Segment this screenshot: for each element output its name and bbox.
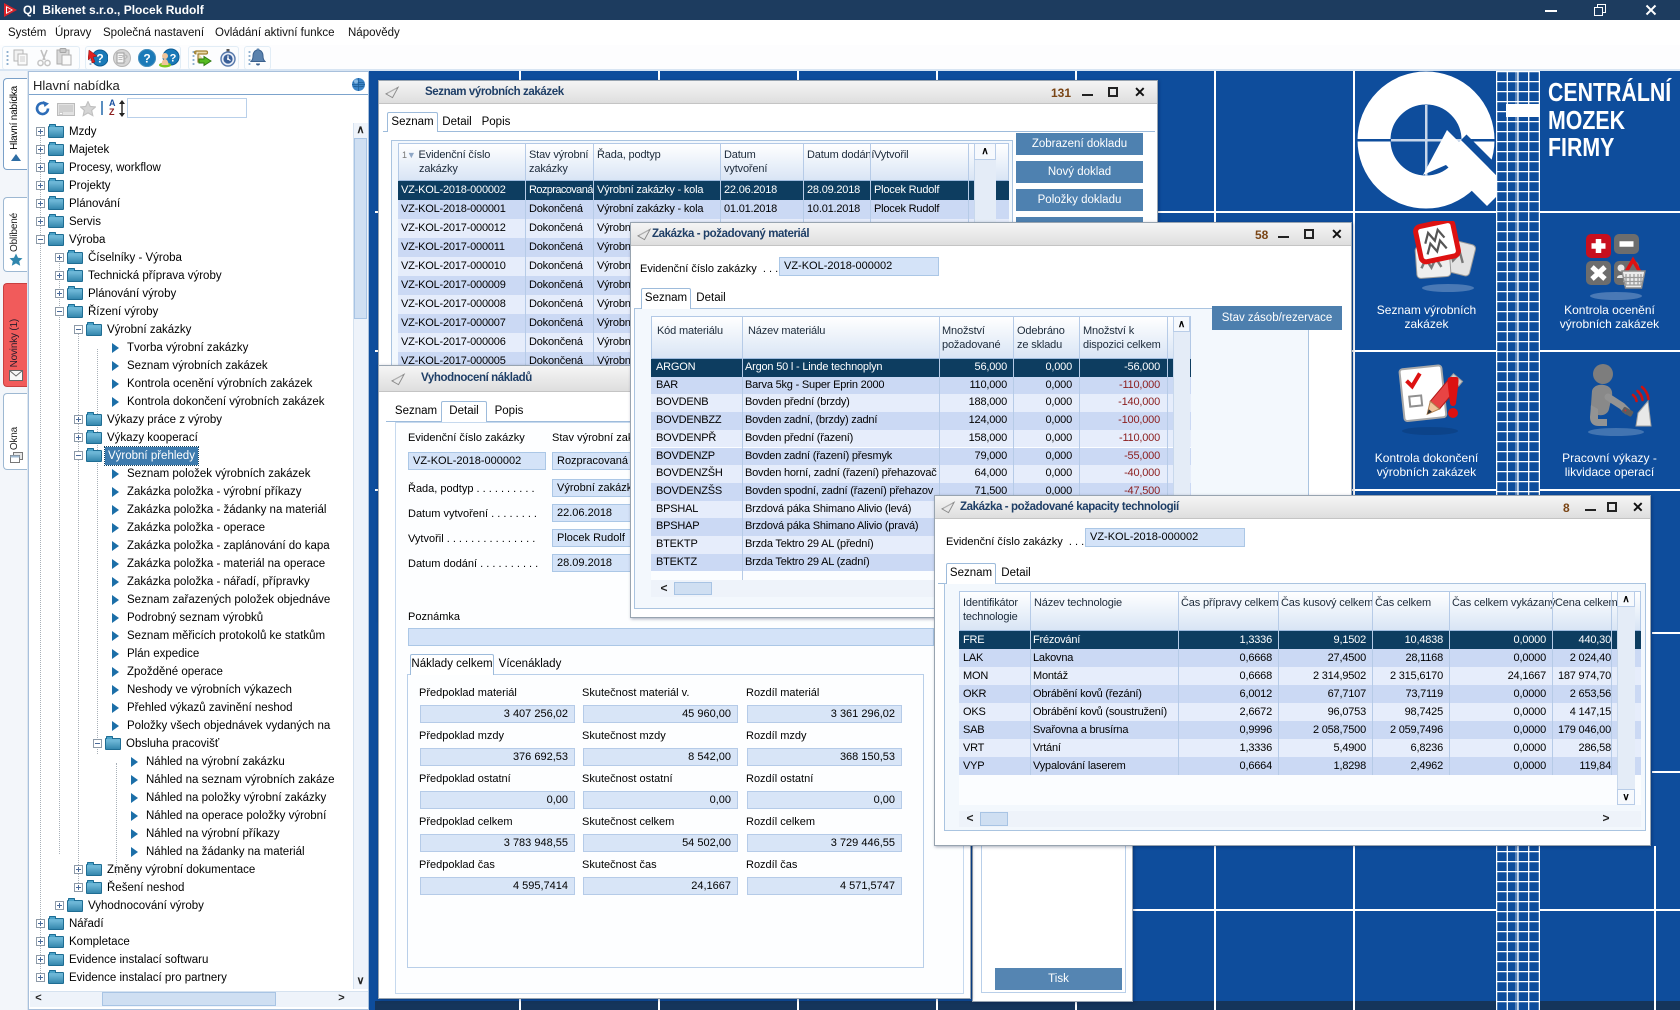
- svg-text:?: ?: [170, 53, 177, 65]
- svg-text:?: ?: [122, 53, 129, 65]
- svg-text:?: ?: [96, 52, 103, 66]
- svg-text:?: ?: [143, 52, 150, 66]
